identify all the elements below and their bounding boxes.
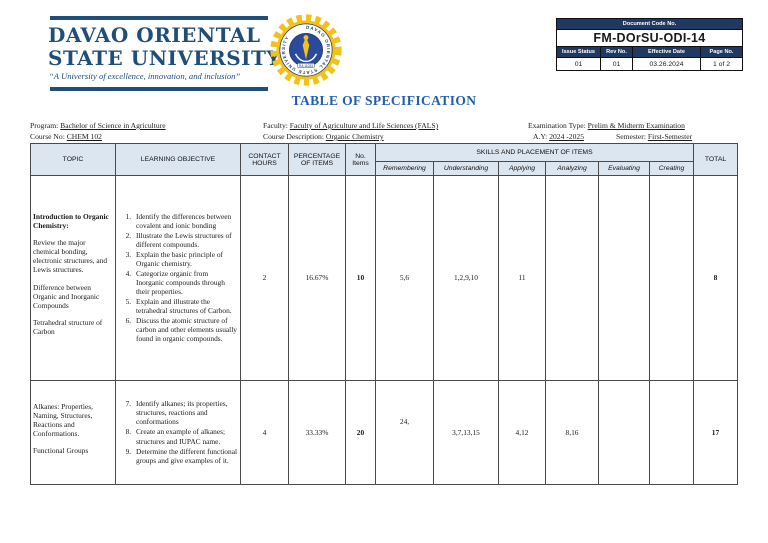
remembering-cell: 5,6 — [375, 175, 434, 381]
analyzing-cell — [545, 175, 599, 381]
doc-code-page-no: 1 of 2 — [699, 57, 744, 71]
info-faculty: Faculty: Faculty of Agriculture and Life… — [263, 121, 438, 130]
remembering-value: 24, — [399, 416, 410, 426]
university-seal-logo: DAVAO ORIENTAL STATE UNIVERSITY RA 11033 — [270, 14, 342, 86]
objective-item: Create an example of alkanes; structures… — [133, 427, 238, 445]
semester-value: First-Semester — [647, 132, 693, 141]
info-academic-year: A.Y: 2024 -2025 — [533, 132, 584, 141]
info-course-description: Course Description: Organic Chemistry — [263, 132, 384, 141]
col-header-analyzing: Analyzing — [545, 161, 599, 176]
contact-hours-cell: 4 — [240, 380, 289, 485]
applying-cell: 4,12 — [498, 380, 546, 485]
exam-type-label: Examination Type: — [528, 121, 586, 130]
doc-code-rev-no: 01 — [600, 57, 633, 71]
objective-item: Discuss the atomic structure of carbon a… — [133, 316, 238, 343]
no-items-cell: 10 — [345, 175, 376, 381]
col-header-skills-group: SKILLS AND PLACEMENT OF ITEMS — [375, 143, 694, 162]
total-cell: 17 — [693, 380, 738, 485]
objective-item: Identify the differences between covalen… — [133, 212, 238, 230]
remembering-cell: 24, — [375, 380, 434, 485]
info-semester: Semester: First-Semester — [616, 132, 692, 141]
course-no-label: Course No: — [30, 132, 65, 141]
exam-type-value: Prelim & Midterm Examination — [587, 121, 685, 130]
col-header-learning-objective: LEARNING OBJECTIVE — [115, 143, 241, 176]
doc-code-label-effective-date: Effective Date — [632, 46, 701, 58]
analyzing-cell: 8,16 — [545, 380, 599, 485]
col-header-contact-hours: CONTACT HOURS — [240, 143, 289, 176]
course-no-value: CHEM 102 — [66, 132, 102, 141]
objective-item: Explain and illustrate the tetrahedral s… — [133, 297, 238, 315]
table-row-alkanes: Alkanes: Properties, Naming, Structures,… — [30, 380, 738, 485]
faculty-label: Faculty: — [263, 121, 288, 130]
document-code-box: Document Code No. FM-DOrSU-ODI-14 Issue … — [555, 18, 744, 71]
learning-objective-cell: Identify the differences between covalen… — [115, 175, 241, 381]
evaluating-cell — [598, 380, 650, 485]
topic-cell: Introduction to Organic Chemistry: Revie… — [30, 175, 116, 381]
no-items-cell: 20 — [345, 380, 376, 485]
university-name-line1: DAVAO ORIENTAL — [48, 23, 261, 47]
page-title: TABLE OF SPECIFICATION — [291, 93, 477, 108]
col-header-percentage: PERCENTAGE OF ITEMS — [288, 143, 346, 176]
info-course-no: Course No: CHEM 102 — [30, 132, 102, 141]
ay-value: 2024 -2025 — [549, 132, 584, 141]
topic-paragraph: Alkanes: Properties, Naming, Structures,… — [33, 401, 93, 439]
topic-paragraph: Review the major chemical bonding, elect… — [33, 238, 108, 275]
university-name-line2: STATE UNIVERSITY — [48, 46, 282, 70]
col-header-evaluating: Evaluating — [598, 161, 650, 176]
course-desc-label: Course Description: — [263, 132, 324, 141]
doc-code-issue-status: 01 — [556, 57, 601, 71]
contact-hours-cell: 2 — [240, 175, 289, 381]
ay-label: A.Y: — [533, 132, 548, 141]
understanding-cell: 1,2,9,10 — [433, 175, 499, 381]
topic-heading: Introduction to Organic Chemistry: — [33, 212, 109, 231]
col-header-creating: Creating — [649, 161, 694, 176]
letterhead-bottom-rule — [50, 87, 268, 91]
info-exam-type: Examination Type: Prelim & Midterm Exami… — [528, 121, 685, 130]
seal-ra-number: RA 11033 — [299, 64, 313, 68]
topic-paragraph: Difference between Organic and Inorganic… — [33, 282, 100, 310]
semester-label: Semester: — [616, 132, 646, 141]
objective-item: Explain the basic principle of Organic c… — [133, 250, 238, 268]
col-header-applying: Applying — [498, 161, 546, 176]
col-header-total: TOTAL — [693, 143, 738, 176]
percentage-cell: 33.33% — [288, 380, 346, 485]
program-label: Program: — [30, 121, 59, 130]
objective-item: Determine the different functional group… — [133, 447, 238, 465]
col-header-topic: TOPIC — [30, 143, 116, 176]
objective-item: Identify alkanes; its properties, struct… — [133, 399, 238, 426]
doc-code-value: FM-DOrSU-ODI-14 — [555, 29, 744, 47]
creating-cell — [649, 380, 694, 485]
col-header-understanding: Understanding — [433, 161, 499, 176]
objective-item: Categorize organic from Inorganic compou… — [133, 269, 238, 296]
col-header-no-items: No. Items — [345, 143, 376, 176]
applying-cell: 11 — [498, 175, 546, 381]
doc-code-label-rev-no: Rev No. — [600, 46, 633, 58]
seal-torch-icon — [302, 36, 310, 60]
table-row-intro-organic-chemistry: Introduction to Organic Chemistry: Revie… — [30, 175, 738, 381]
specification-table: TOPIC LEARNING OBJECTIVE CONTACT HOURS P… — [30, 143, 738, 485]
university-tagline: “A University of excellence, innovation,… — [49, 71, 241, 81]
letterhead-top-rule — [50, 16, 268, 20]
course-desc-value: Organic Chemistry — [325, 132, 384, 141]
program-value: Bachelor of Science in Agriculture — [60, 121, 166, 130]
doc-code-label-issue-status: Issue Status — [556, 46, 601, 58]
understanding-cell: 3,7,13,15 — [433, 380, 499, 485]
creating-cell — [649, 175, 694, 381]
objective-item: Illustrate the Lewis structures of diffe… — [133, 231, 238, 249]
percentage-cell: 16.67% — [288, 175, 346, 381]
topic-paragraph: Functional Groups — [33, 446, 89, 456]
topic-paragraph: Tetrahedral structure of Carbon — [33, 317, 103, 336]
info-program: Program: Bachelor of Science in Agricult… — [30, 121, 166, 130]
doc-code-effective-date: 03.26.2024 — [632, 57, 701, 71]
topic-cell: Alkanes: Properties, Naming, Structures,… — [30, 380, 116, 485]
col-header-remembering: Remembering — [375, 161, 434, 176]
doc-code-title: Document Code No. — [555, 18, 744, 30]
doc-code-label-page-no: Page No. — [699, 46, 744, 58]
total-cell: 8 — [693, 175, 738, 381]
faculty-value: Faculty of Agriculture and Life Sciences… — [289, 121, 439, 130]
learning-objective-cell: Identify alkanes; its properties, struct… — [115, 380, 241, 485]
evaluating-cell — [598, 175, 650, 381]
